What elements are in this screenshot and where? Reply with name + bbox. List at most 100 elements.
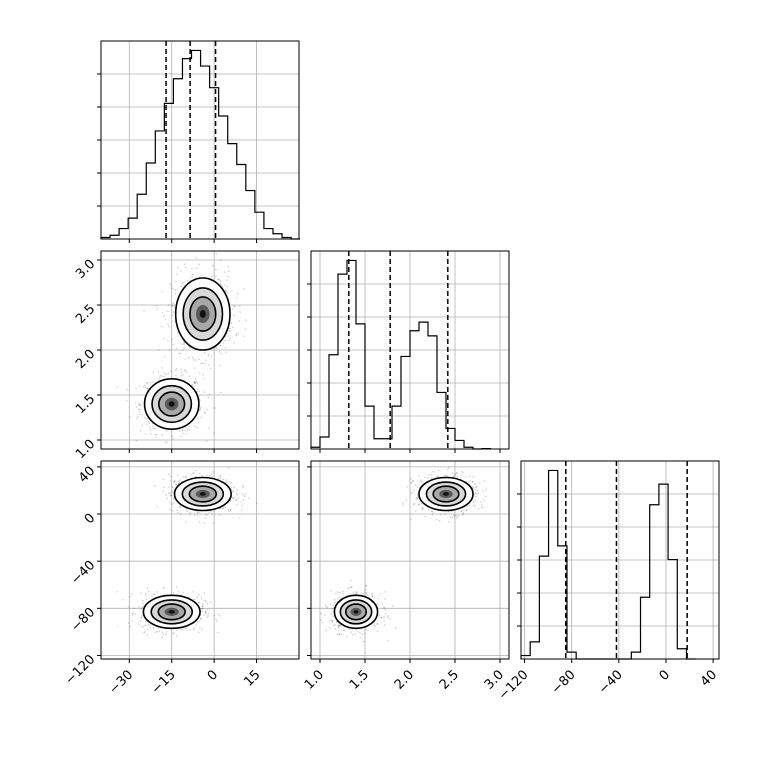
sample-point <box>219 474 222 477</box>
sample-point <box>194 359 197 361</box>
sample-point <box>454 473 456 475</box>
sample-point <box>128 595 131 598</box>
sample-point <box>153 593 155 595</box>
sample-point <box>375 623 378 625</box>
sample-point <box>204 412 206 414</box>
sample-point <box>163 314 166 317</box>
sample-point <box>136 417 138 420</box>
sample-point <box>412 479 414 482</box>
sample-point <box>416 486 419 488</box>
sample-point <box>376 603 379 605</box>
sample-point <box>207 612 210 615</box>
sample-point <box>194 378 197 380</box>
sample-point <box>451 472 454 474</box>
sample-point <box>171 438 174 440</box>
sample-point <box>418 503 420 506</box>
sample-point <box>383 617 385 619</box>
sample-point <box>208 427 210 430</box>
sample-point <box>196 515 199 517</box>
sample-point <box>164 355 166 358</box>
sample-point <box>188 375 190 378</box>
sample-point <box>141 413 143 416</box>
sample-point <box>203 599 205 602</box>
sample-point <box>152 381 154 383</box>
y-tick-label: 2.0 <box>73 347 98 372</box>
sample-point <box>455 514 457 517</box>
sample-point <box>168 473 170 475</box>
contour-line <box>432 485 460 503</box>
sample-point <box>180 368 182 371</box>
x-tick-label: 1.5 <box>347 667 372 692</box>
density-layer <box>115 467 258 639</box>
sample-point <box>171 305 174 307</box>
sample-point <box>226 481 228 483</box>
sample-point <box>324 613 326 616</box>
sample-point <box>138 385 141 387</box>
sample-point <box>206 474 208 476</box>
sample-point <box>474 483 476 486</box>
sample-point <box>154 484 156 487</box>
sample-point <box>475 492 477 495</box>
sample-point <box>232 490 235 492</box>
sample-point <box>240 500 243 503</box>
sample-point <box>383 606 385 608</box>
sample-point <box>229 499 232 502</box>
sample-point <box>242 288 245 290</box>
sample-point <box>175 273 178 276</box>
sample-point <box>222 478 225 481</box>
x-tick-label: −80 <box>549 667 579 697</box>
sample-point <box>136 406 138 408</box>
sample-point <box>196 382 199 385</box>
sample-point <box>365 591 367 594</box>
sample-point <box>196 511 199 514</box>
sample-point <box>364 588 367 591</box>
contour-line <box>188 485 218 503</box>
sample-point <box>145 598 148 601</box>
sample-point <box>443 513 446 515</box>
sample-point <box>207 615 209 617</box>
sample-point <box>413 489 415 491</box>
sample-point <box>227 467 230 469</box>
sample-point <box>412 503 415 506</box>
sample-point <box>161 631 164 634</box>
sample-point <box>467 481 470 483</box>
sample-point <box>172 502 174 504</box>
sample-point <box>394 627 397 630</box>
sample-point <box>176 509 178 512</box>
sample-point <box>233 486 235 489</box>
sample-point <box>189 629 191 631</box>
sample-point <box>413 502 416 505</box>
sample-point <box>473 493 476 496</box>
sample-point <box>219 283 222 285</box>
panel-frame <box>100 40 300 240</box>
sample-point <box>337 625 340 628</box>
sample-point <box>365 628 367 630</box>
sample-point <box>461 470 463 473</box>
sample-point <box>193 381 196 384</box>
sample-point <box>146 382 148 384</box>
sample-point <box>208 511 211 513</box>
sample-point <box>173 481 175 483</box>
y-tick-label: 1.5 <box>73 392 98 417</box>
sample-point <box>234 496 236 499</box>
contour-line <box>174 277 231 351</box>
contour-line <box>151 384 193 424</box>
sample-point <box>235 492 238 495</box>
sample-point <box>174 292 177 295</box>
sample-point <box>205 613 208 615</box>
sample-point <box>360 592 363 594</box>
sample-point <box>226 285 229 288</box>
sample-point <box>184 476 187 479</box>
x-tick-label: 0 <box>205 667 221 683</box>
density-shade <box>199 492 206 496</box>
sample-point <box>201 362 204 365</box>
sample-point <box>338 623 340 625</box>
sample-point <box>168 325 170 328</box>
sample-point <box>169 494 172 497</box>
sample-point <box>222 342 225 344</box>
sample-point <box>204 362 206 365</box>
sample-point <box>180 343 183 345</box>
sample-point <box>325 605 328 608</box>
sample-point <box>324 604 327 606</box>
sample-point <box>418 503 420 506</box>
